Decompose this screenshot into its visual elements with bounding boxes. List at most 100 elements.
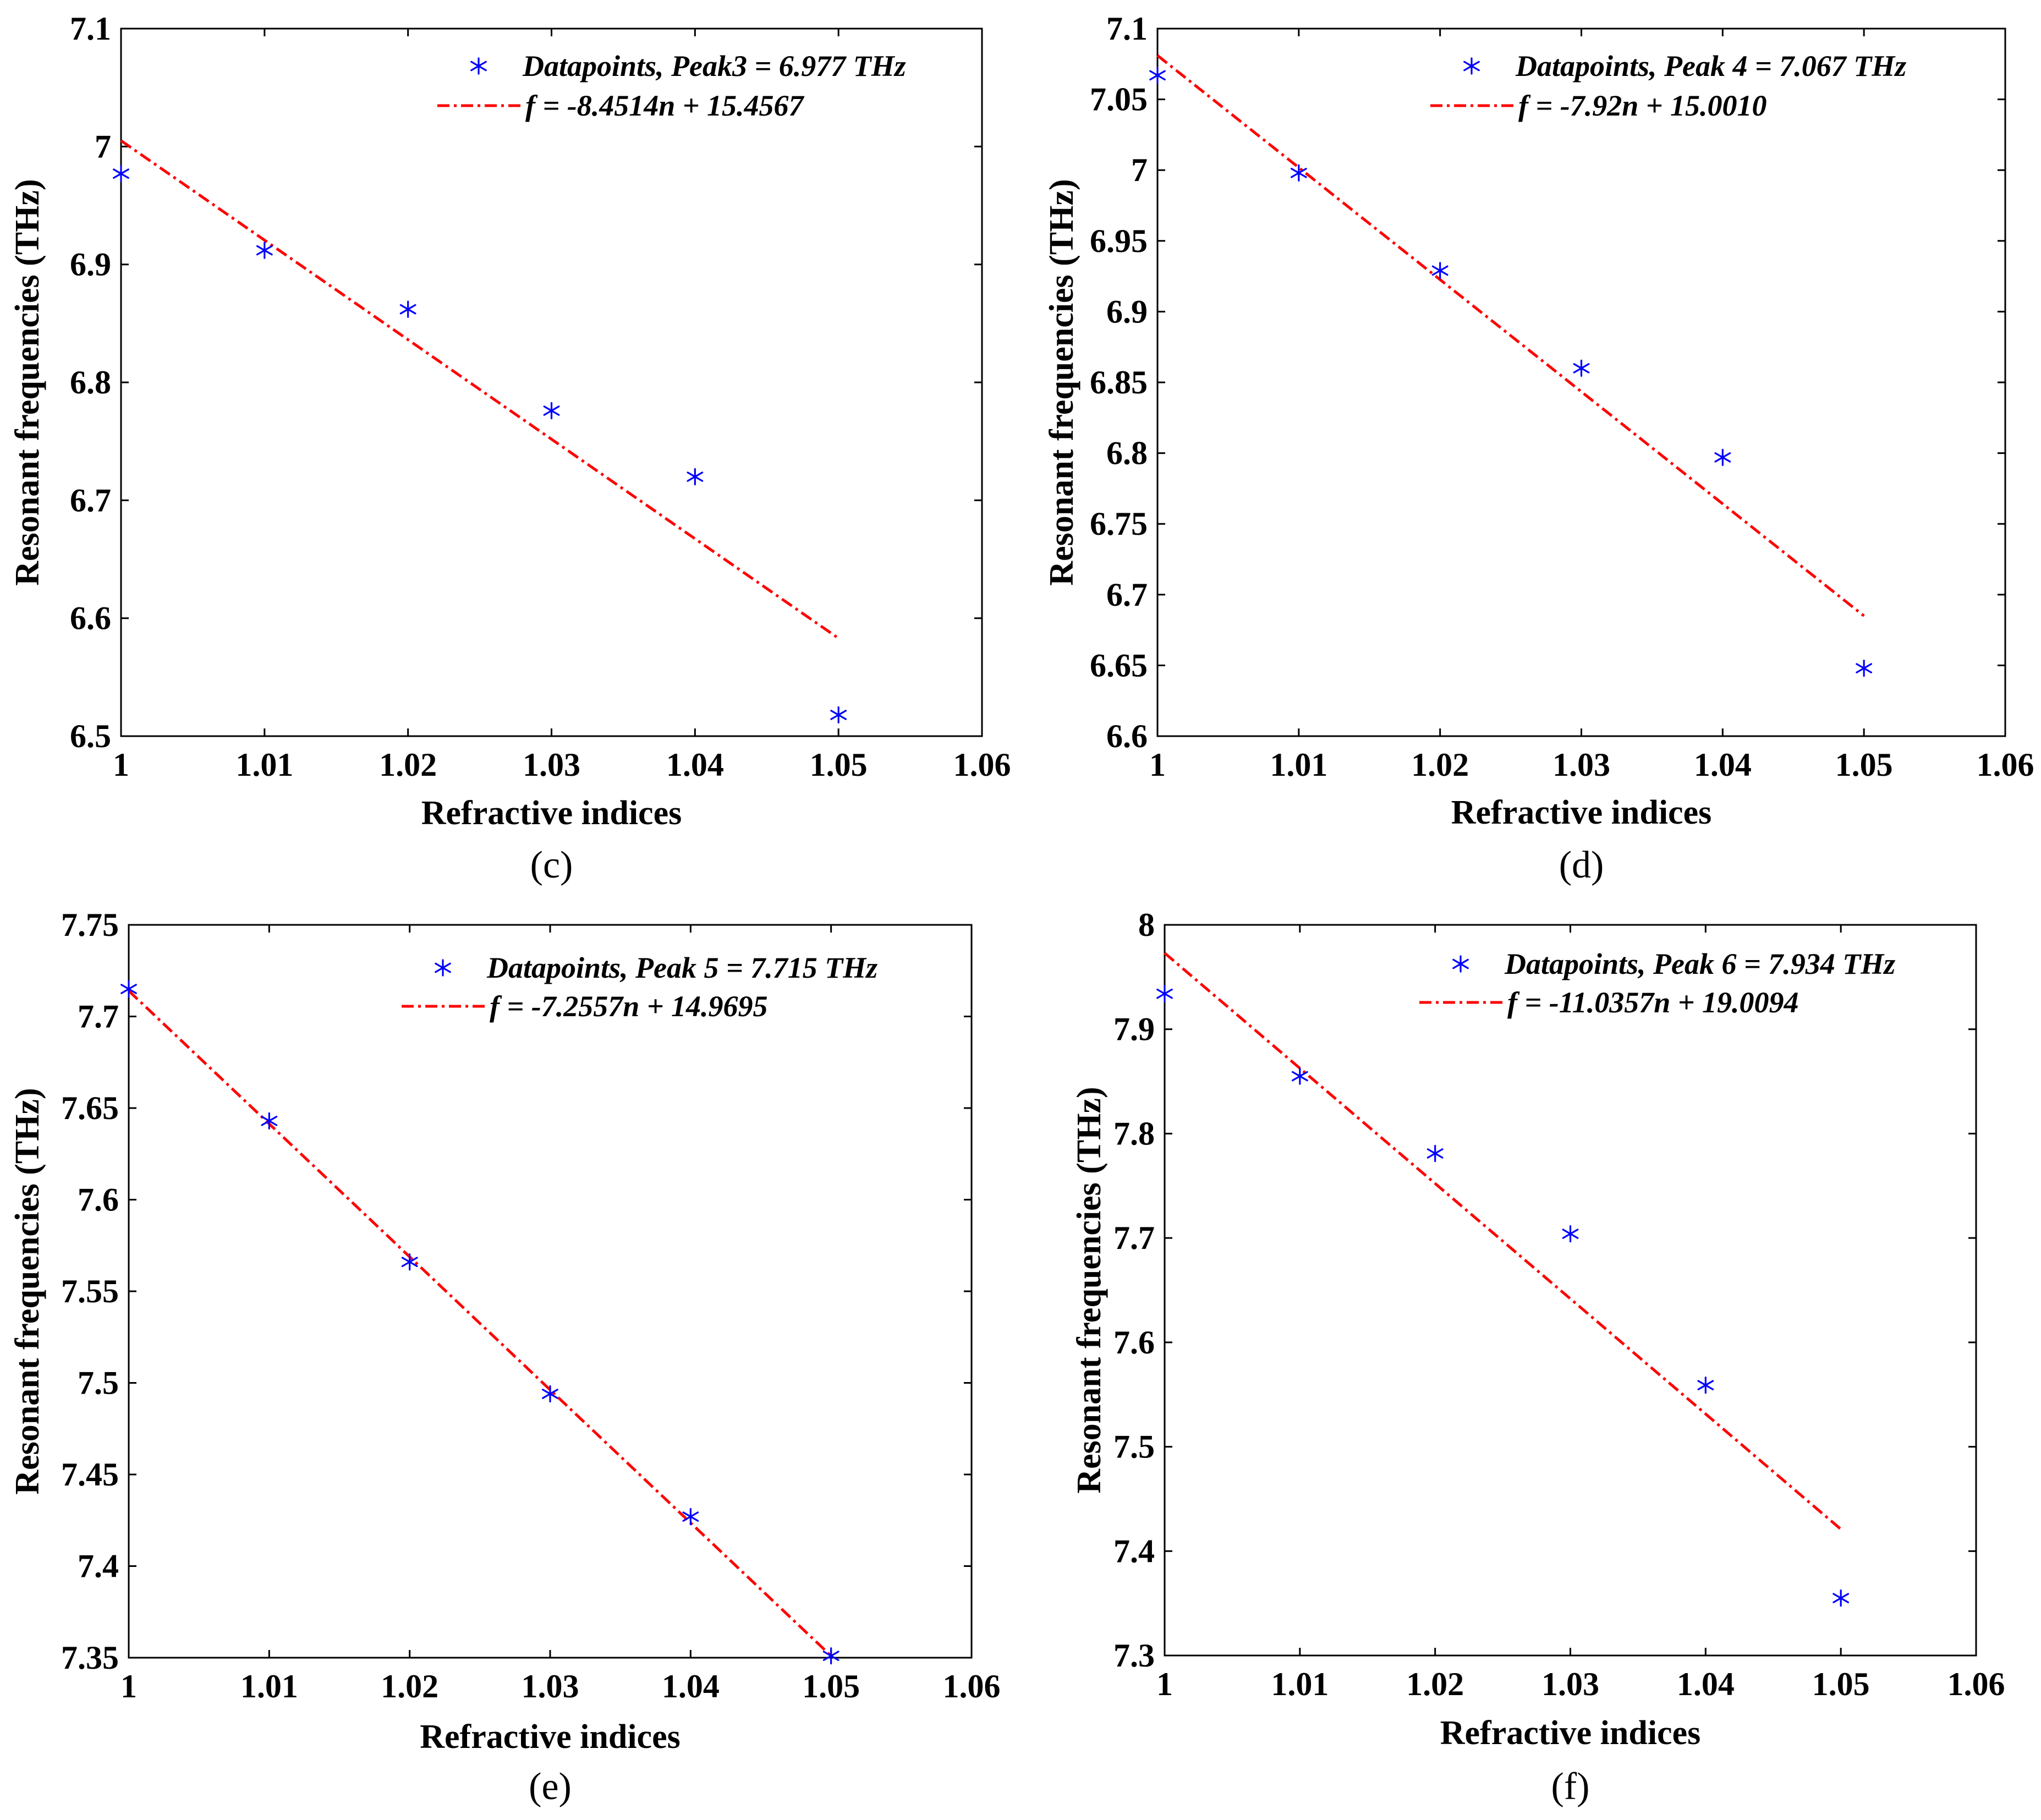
plot-frame (1156, 28, 2006, 737)
marker-stroke (1431, 265, 1449, 276)
y-axis-title: Resonant frequencies (THz) (1071, 1087, 1108, 1493)
y-axis-title: Resonant frequencies (THz) (9, 179, 46, 585)
legend-fit-equation: f = -7.92n + 15.0010 (1518, 89, 1767, 122)
y-tick-label: 8 (1138, 907, 1155, 943)
fit-line (1156, 54, 1865, 617)
y-tick-label: 7.4 (78, 1548, 119, 1585)
marker-stroke (399, 304, 416, 315)
data-point (1291, 1067, 1308, 1085)
x-tick-label: 1 (120, 1668, 137, 1704)
y-axis-title: Resonant frequencies (THz) (9, 1088, 46, 1494)
legend-fit-equation: f = -7.2557n + 14.9695 (490, 990, 768, 1023)
y-tick-label: 6.9 (70, 246, 111, 283)
legend-fit-text: = -11.0357n + 19.0094 (1517, 986, 1799, 1019)
y-tick-label: 7 (1131, 152, 1148, 188)
data-point (1714, 448, 1731, 466)
panel-paren-open: ( (1551, 1766, 1564, 1808)
y-tick-label: 6.9 (1106, 293, 1148, 330)
legend-marker (470, 57, 487, 75)
x-tick-label: 1.05 (802, 1668, 860, 1704)
x-tick-label: 1.03 (522, 1668, 579, 1704)
panel-label: (f) (1551, 1766, 1590, 1808)
marker-stroke (542, 1389, 558, 1399)
y-tick-label: 7.75 (61, 907, 119, 943)
legend: Datapoints, Peak 5 = 7.715 THz f = -7.255… (402, 951, 877, 1023)
x-axis-title: Refractive indices (1440, 1714, 1700, 1752)
marker-stroke (1562, 1229, 1579, 1239)
panel-letter: d (1572, 844, 1591, 886)
panel-label: (c) (530, 844, 573, 886)
panel-paren-close: ) (1577, 1766, 1589, 1808)
x-tick-label: 1.02 (381, 1668, 438, 1704)
data-point (687, 468, 704, 486)
y-tick-label: 7.35 (61, 1640, 119, 1676)
x-tick-label: 1.03 (1541, 1666, 1599, 1702)
y-tick-label: 7.6 (1113, 1324, 1155, 1361)
data-point (113, 165, 129, 183)
x-axis-title: Refractive indices (1451, 794, 1711, 831)
y-tick-label: 7.5 (1113, 1429, 1155, 1465)
data-point (830, 706, 847, 724)
y-tick-label: 6.7 (1106, 577, 1148, 613)
y-tick-label: 7 (95, 128, 111, 165)
x-tick-label: 1.02 (379, 747, 437, 783)
data-point (256, 242, 273, 259)
x-tick-label: 1.03 (1552, 747, 1610, 783)
data-point (1562, 1225, 1579, 1243)
y-tick-label: 7.6 (78, 1182, 119, 1218)
marker-stroke (1463, 61, 1480, 72)
x-tick-label: 1.01 (240, 1668, 298, 1704)
panel-paren-close: ) (560, 844, 573, 886)
plot-frame (1164, 924, 1977, 1657)
plot-frame (120, 28, 983, 737)
legend-marker (1463, 57, 1480, 75)
data-point (1832, 1589, 1850, 1607)
x-tick-label: 1.03 (523, 747, 580, 783)
legend: Datapoints, Peak3 = 6.977 THz f = -8.4514… (437, 50, 906, 122)
y-tick-label: 6.95 (1090, 223, 1148, 259)
legend-datapoints-label: Datapoints, Peak 5 = 7.715 THz (486, 951, 877, 984)
marker-stroke (1697, 1380, 1714, 1390)
legend-fit-equation: f = -8.4514n + 15.4567 (525, 89, 805, 122)
plot-frame (128, 924, 973, 1659)
y-tick-label: 7.7 (78, 999, 119, 1035)
marker-stroke (470, 61, 487, 72)
y-tick-label: 6.5 (70, 718, 111, 754)
marker-stroke (1291, 1071, 1308, 1082)
data-point (261, 1112, 278, 1130)
marker-stroke (1149, 70, 1166, 81)
y-tick-label: 7.1 (1106, 10, 1148, 47)
data-point (1697, 1377, 1714, 1394)
x-tick-label: 1.04 (1694, 747, 1752, 783)
panel-paren-open: ( (530, 844, 543, 886)
marker-stroke (1573, 363, 1590, 374)
x-axis-title: Refractive indices (420, 1718, 680, 1756)
marker-stroke (261, 1116, 278, 1126)
data-point (1573, 359, 1590, 377)
legend-fit-text: = -8.4514n + 15.4567 (535, 89, 805, 122)
legend-datapoints-label: Datapoints, Peak 6 = 7.934 THz (1504, 947, 1895, 980)
x-tick-label: 1 (113, 747, 129, 783)
y-tick-label: 7.8 (1113, 1115, 1155, 1152)
x-tick-label: 1.02 (1406, 1666, 1464, 1702)
data-point (401, 1253, 418, 1271)
chart-panel-c: 1 1.01 1.02 1.03 1.04 1.05 1.06 6.5 6.6 6.7 6.8 6.9… (9, 10, 1011, 886)
data-point (1856, 659, 1873, 677)
x-tick-label: 1.06 (943, 1668, 1001, 1704)
marker-stroke (1832, 1593, 1850, 1603)
x-tick-label: 1.02 (1411, 747, 1469, 783)
fit-line (120, 139, 840, 640)
x-axis-title: Refractive indices (421, 794, 682, 832)
marker-stroke (256, 245, 273, 256)
panel-letter: c (543, 844, 560, 886)
data-point (682, 1507, 699, 1526)
legend-fit-prefix: f (1507, 986, 1520, 1019)
marker-stroke (120, 984, 137, 994)
panel-paren-open: ( (529, 1766, 541, 1808)
chart-panel-f: 1 1.01 1.02 1.03 1.04 1.05 1.06 7.3 7.4 7.5 7.6 7.7… (1071, 907, 2005, 1808)
y-tick-label: 6.8 (1106, 435, 1148, 472)
legend-fit-text: = -7.92n + 15.0010 (1528, 89, 1767, 122)
data-point (1431, 262, 1449, 279)
marker-stroke (1426, 1148, 1444, 1159)
